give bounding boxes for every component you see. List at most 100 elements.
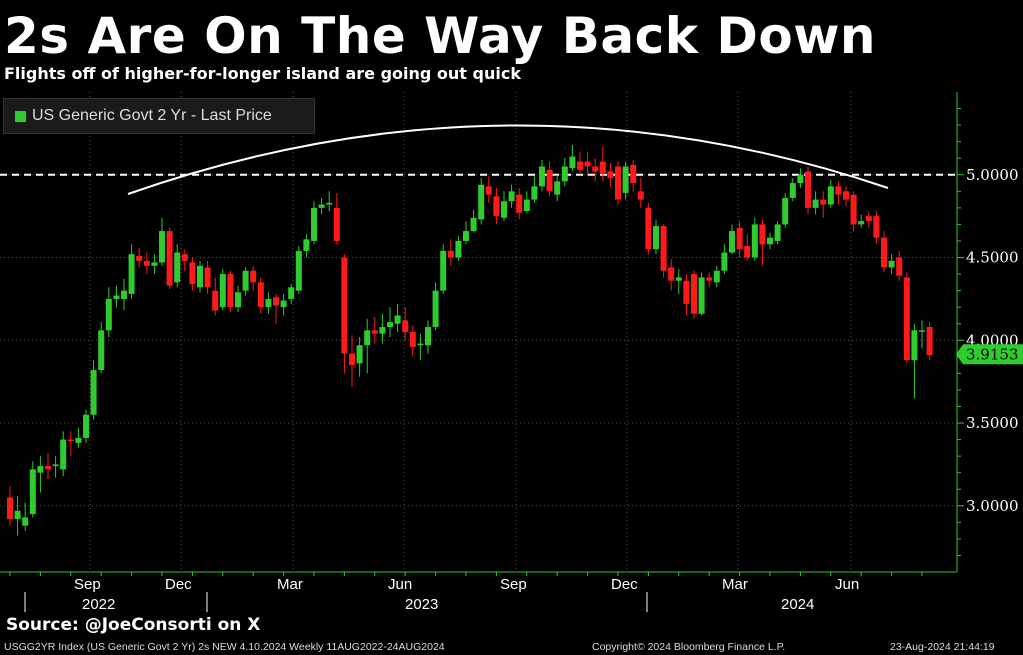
candle bbox=[280, 293, 287, 316]
candle-body bbox=[789, 183, 796, 198]
candle bbox=[911, 323, 918, 399]
candle-body bbox=[105, 298, 112, 331]
candle bbox=[797, 168, 804, 188]
candle-body bbox=[470, 217, 477, 232]
last-price-badge bbox=[956, 344, 1023, 365]
candle-body bbox=[212, 290, 219, 311]
candle bbox=[691, 270, 697, 319]
candle bbox=[219, 269, 226, 311]
candle-body bbox=[295, 250, 302, 291]
candle bbox=[774, 221, 781, 245]
candle-body bbox=[531, 186, 538, 200]
candle bbox=[197, 260, 203, 293]
legend-label: US Generic Govt 2 Yr - Last Price bbox=[32, 107, 272, 124]
candle-body bbox=[379, 327, 386, 334]
candle bbox=[333, 192, 340, 245]
candle bbox=[584, 151, 591, 177]
candle bbox=[660, 224, 667, 278]
candle bbox=[751, 217, 758, 261]
candle bbox=[599, 146, 606, 182]
candle bbox=[75, 428, 82, 448]
candle bbox=[151, 254, 158, 275]
candle-body bbox=[159, 231, 165, 263]
candle bbox=[637, 178, 644, 208]
candle bbox=[873, 211, 880, 245]
candle bbox=[493, 188, 500, 225]
candle bbox=[356, 336, 363, 377]
candle-body bbox=[653, 226, 659, 250]
candle bbox=[394, 303, 401, 332]
candle-body bbox=[280, 300, 287, 308]
candle-body bbox=[888, 260, 895, 268]
candle bbox=[926, 322, 933, 361]
candle bbox=[440, 244, 447, 294]
candle bbox=[736, 221, 743, 258]
candle bbox=[455, 236, 462, 261]
candle bbox=[630, 159, 637, 192]
candle-body bbox=[219, 274, 226, 308]
candle-body bbox=[926, 327, 933, 356]
candle-body bbox=[326, 202, 333, 205]
x-tick-label: Dec bbox=[611, 576, 638, 593]
x-tick-label: Jun bbox=[388, 576, 412, 593]
candle-body bbox=[630, 164, 637, 184]
candle bbox=[835, 181, 842, 205]
legend-swatch bbox=[15, 111, 26, 122]
candle bbox=[166, 227, 173, 289]
candles bbox=[7, 144, 933, 536]
candle bbox=[903, 272, 910, 364]
candle bbox=[569, 144, 576, 172]
candle bbox=[212, 277, 219, 316]
candle-body bbox=[508, 191, 515, 202]
candle bbox=[242, 267, 249, 296]
candle bbox=[136, 247, 143, 268]
candle-body bbox=[250, 270, 257, 283]
candle-body bbox=[645, 207, 652, 250]
candle-body bbox=[318, 204, 325, 208]
candle bbox=[181, 249, 188, 271]
candle-body bbox=[75, 437, 82, 443]
candle-body bbox=[523, 199, 530, 212]
candle bbox=[364, 318, 371, 374]
candle bbox=[789, 178, 796, 202]
legend: US Generic Govt 2 Yr - Last Price bbox=[3, 98, 315, 134]
candle bbox=[706, 272, 713, 288]
arc-annotation-layer bbox=[127, 124, 889, 195]
candle bbox=[675, 269, 682, 294]
candle-body bbox=[827, 186, 834, 205]
candle-body bbox=[197, 265, 203, 288]
candle bbox=[447, 239, 454, 266]
y-tick-label: 4.5000 bbox=[966, 249, 1019, 267]
candle-body bbox=[356, 345, 363, 364]
candle-body bbox=[820, 199, 827, 205]
candle bbox=[113, 285, 120, 308]
footer-index: USGG2YR Index (US Generic Govt 2 Yr) 2s … bbox=[4, 641, 445, 653]
candle bbox=[98, 322, 105, 374]
candle-body bbox=[881, 237, 887, 268]
candle bbox=[607, 163, 614, 187]
candle bbox=[326, 191, 333, 212]
candle bbox=[67, 431, 74, 457]
candle bbox=[501, 191, 507, 222]
candle bbox=[865, 211, 872, 228]
x-tick-label: Sep bbox=[500, 576, 527, 593]
candle-body bbox=[432, 290, 439, 328]
candle bbox=[303, 234, 310, 258]
footer-copyright: Copyright© 2024 Bloomberg Finance L.P. bbox=[592, 641, 786, 653]
candle-body bbox=[675, 277, 682, 281]
candle-body bbox=[615, 166, 621, 200]
candle-body bbox=[622, 166, 629, 193]
candle-body bbox=[516, 194, 523, 213]
candle bbox=[257, 277, 264, 314]
candle bbox=[417, 333, 424, 361]
candle-body bbox=[539, 166, 545, 187]
candle bbox=[409, 325, 416, 357]
candle-body bbox=[409, 332, 416, 347]
candle bbox=[645, 202, 652, 255]
candle-body bbox=[349, 353, 355, 366]
candle bbox=[22, 502, 29, 531]
x-tick-label: Mar bbox=[277, 576, 303, 593]
candle bbox=[516, 188, 523, 220]
candle-body bbox=[668, 267, 675, 281]
